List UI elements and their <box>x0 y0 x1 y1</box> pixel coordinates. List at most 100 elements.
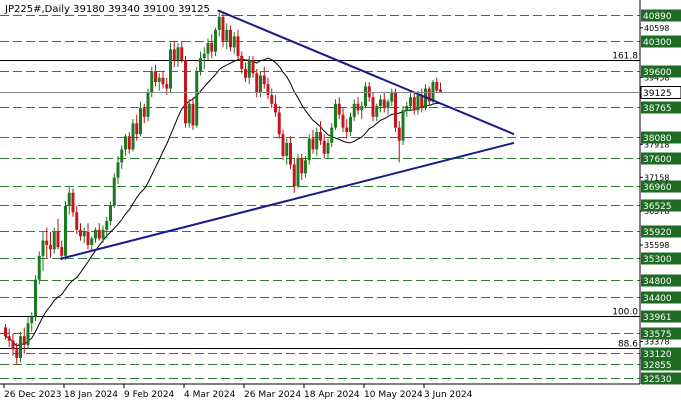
candle-body-75 <box>285 142 289 156</box>
candle-body-44 <box>169 49 172 89</box>
candle-body-39 <box>150 71 154 93</box>
candle-body-21 <box>82 231 86 237</box>
x-tick-label-4: 26 Mar 2024 <box>244 390 301 400</box>
level-label-6: 36960 <box>643 183 672 193</box>
level-label-11: 34400 <box>643 294 672 304</box>
candle-body-38 <box>146 92 150 117</box>
candle-body-97 <box>367 86 371 98</box>
candle-body-2 <box>11 340 15 350</box>
candle-body-4 <box>19 336 22 358</box>
x-tick-label-0: 26 Dec 2023 <box>4 390 62 400</box>
candle-body-25 <box>97 229 101 239</box>
level-labels: 40890 40300 39600 38765 38080 37600 36960 36525… <box>641 9 681 385</box>
candle-body-29 <box>112 177 116 206</box>
candle-body-0 <box>4 327 7 337</box>
candle-body-43 <box>165 84 169 89</box>
fib-lines: 161.8 100.0 88.6 <box>0 52 640 350</box>
candle-body-82 <box>311 138 315 150</box>
candle-body-89 <box>337 103 341 115</box>
candle-body-59 <box>225 29 229 41</box>
candle-body-9 <box>37 255 41 280</box>
candle-body-19 <box>75 212 79 230</box>
candle-body-109 <box>412 97 416 111</box>
current-price-box <box>640 86 681 99</box>
candle-body-54 <box>206 42 210 54</box>
level-label-16: 32530 <box>643 375 672 385</box>
candle-body-101 <box>382 99 386 109</box>
x-tick-label-3: 4 Mar 2024 <box>184 390 236 400</box>
level-label-2: 39600 <box>643 68 672 78</box>
candle-body-65 <box>247 60 251 78</box>
candle-body-63 <box>240 55 244 69</box>
candle-body-58 <box>221 16 225 41</box>
candle-body-72 <box>274 103 277 113</box>
candle-body-8 <box>34 279 37 317</box>
level-label-1: 40300 <box>643 38 672 48</box>
candle-body-67 <box>255 73 259 93</box>
level-label-bg-13 <box>641 327 681 340</box>
candle-body-92 <box>349 116 352 132</box>
candle-body-107 <box>405 105 409 111</box>
candle-body-52 <box>199 58 202 72</box>
level-label-bg-10 <box>641 274 681 287</box>
candle-body-55 <box>210 42 214 52</box>
candle-body-24 <box>94 229 97 239</box>
candle-body-15 <box>60 247 64 256</box>
candle-body-36 <box>139 108 142 135</box>
candle-body-95 <box>360 105 364 111</box>
x-tick-label-1: 18 Jan 2024 <box>64 390 118 400</box>
candle-body-66 <box>251 60 255 74</box>
candle-body-57 <box>217 16 221 30</box>
candle-body-62 <box>236 36 240 56</box>
y-tick-label-2: 37918 <box>644 140 669 149</box>
candle-body-77 <box>292 164 296 187</box>
candle-body-114 <box>431 82 435 102</box>
candle-body-84 <box>319 132 322 141</box>
candle-body-81 <box>307 138 311 161</box>
candle-body-51 <box>195 71 199 126</box>
candle-body-33 <box>127 136 131 150</box>
candle-body-41 <box>157 77 161 83</box>
candle-body-53 <box>202 53 206 59</box>
candle-body-14 <box>56 231 60 248</box>
x-tick-label-7: 3 Jun 2024 <box>424 390 473 400</box>
trendlines <box>60 9 515 260</box>
candle-body-99 <box>375 105 379 117</box>
candle-body-23 <box>90 238 94 245</box>
candle-body-17 <box>67 192 71 206</box>
level-label-bg-4 <box>641 131 681 144</box>
y-tick-label-0: 40598 <box>644 24 669 33</box>
trendline-upper <box>217 9 515 136</box>
candle-body-26 <box>101 229 105 239</box>
candle-body-73 <box>277 112 281 135</box>
candle-body-11 <box>45 240 49 245</box>
level-label-15: 32855 <box>643 361 672 371</box>
current-price-marker: 39125 <box>0 86 681 99</box>
candle-body-93 <box>352 103 356 117</box>
candle-body-115 <box>435 82 439 91</box>
candle-body-69 <box>262 75 266 85</box>
candle-body-34 <box>131 123 135 150</box>
candle-body-102 <box>386 101 390 109</box>
y-tick-label-6: 33378 <box>644 338 669 347</box>
level-label-9: 35300 <box>643 255 672 265</box>
candle-body-46 <box>176 47 180 61</box>
candle-body-106 <box>401 110 405 141</box>
level-label-bg-12 <box>641 310 681 323</box>
y-tick-label-5: 35598 <box>644 241 669 250</box>
level-label-8: 35920 <box>643 228 672 238</box>
y-tick-label-4: 36378 <box>644 207 669 216</box>
candle-body-79 <box>300 158 304 174</box>
candle-body-35 <box>135 123 139 135</box>
candle-body-40 <box>154 71 157 83</box>
candle-body-68 <box>259 75 262 93</box>
candle-body-30 <box>116 162 120 178</box>
candle-body-90 <box>341 114 345 128</box>
candle-body-113 <box>427 88 431 102</box>
candle-body-87 <box>330 127 334 143</box>
candle-body-7 <box>30 316 34 324</box>
level-label-13: 33575 <box>643 330 672 340</box>
candle-body-86 <box>326 142 330 154</box>
level-label-bg-3 <box>641 101 681 114</box>
candle-body-31 <box>120 149 124 163</box>
